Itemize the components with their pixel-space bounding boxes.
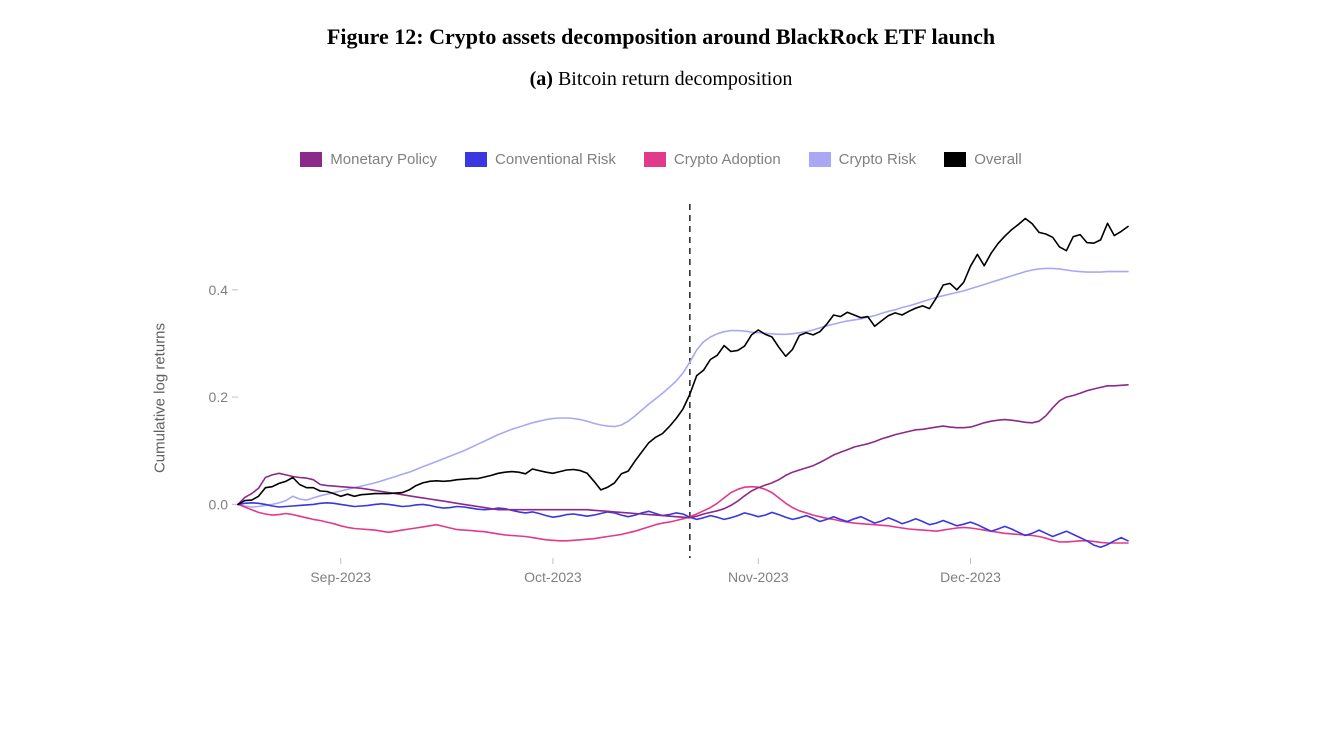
x-tick-label: Sep-2023 [310,569,371,585]
legend-item-monetary: Monetary Policy [300,151,437,168]
legend-swatch [809,152,831,167]
panel-letter: (a) [530,68,553,90]
x-tick-label: Dec-2023 [940,569,1001,585]
figure-number: Figure 12: [327,24,424,49]
legend-swatch [644,152,666,167]
y-tick-label: 0.0 [209,496,229,512]
legend-label: Monetary Policy [330,151,437,168]
legend-swatch [944,152,966,167]
line-chart-svg: 0.0 0.2 0.4 Sep-2023 Oct-2023 Nov-2023 Dec-202… [196,198,1136,598]
y-tick-label: 0.4 [209,282,229,298]
series-convrisk [238,503,1128,548]
legend-item-adoption: Crypto Adoption [644,151,781,168]
figure-title: Figure 12: Crypto assets decomposition a… [0,0,1322,50]
legend-item-convrisk: Conventional Risk [465,151,616,168]
legend-item-cryptorisk: Crypto Risk [809,151,917,168]
y-tick-label: 0.2 [209,389,229,405]
legend: Monetary Policy Conventional Risk Crypto A… [136,151,1186,168]
legend-label: Overall [974,151,1022,168]
legend-swatch [465,152,487,167]
yaxis-title: Cumulative log returns [152,323,169,473]
series-cryptorisk [238,268,1128,507]
legend-label: Crypto Risk [839,151,917,168]
series-overall [238,219,1128,505]
panel-title-text: Bitcoin return decomposition [558,68,792,90]
chart: Monetary Policy Conventional Risk Crypto A… [136,151,1186,598]
legend-label: Crypto Adoption [674,151,781,168]
legend-item-overall: Overall [944,151,1022,168]
panel-title: (a) Bitcoin return decomposition [0,50,1322,91]
legend-swatch [300,152,322,167]
plot-area: Cumulative log returns 0.00.20.4Sep-2023… [196,198,1186,598]
x-tick-label: Nov-2023 [728,569,789,585]
x-tick-label: Oct-2023 [524,569,582,585]
figure-title-text: Crypto assets decomposition around Black… [429,24,995,49]
series-monetary [238,385,1128,518]
legend-label: Conventional Risk [495,151,616,168]
